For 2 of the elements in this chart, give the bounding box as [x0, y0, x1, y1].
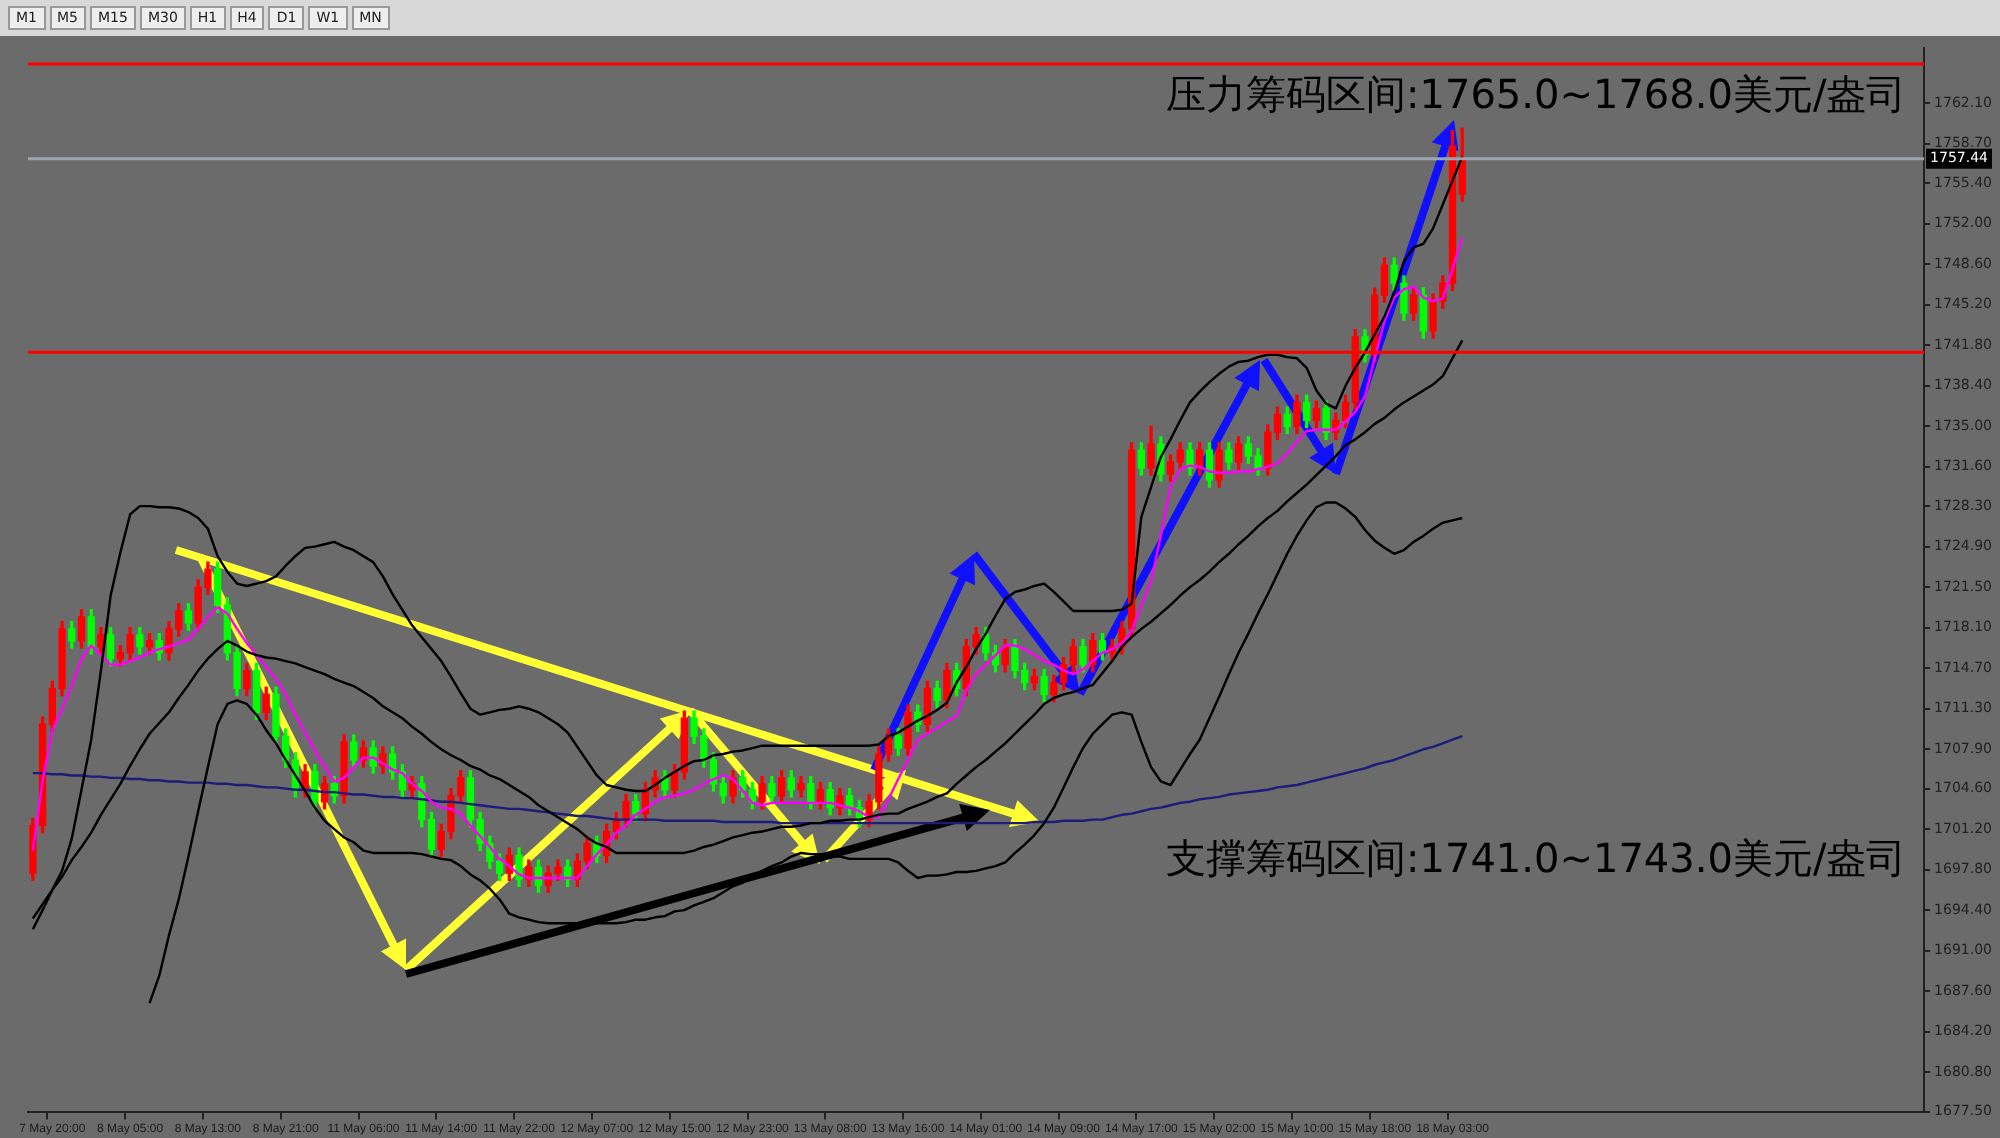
annotation: 压力筹码区间:1765.0~1768.0美元/盎司: [1166, 67, 1907, 122]
annotation: 支撑筹码区间:1741.0~1743.0美元/盎司: [1166, 832, 1907, 886]
